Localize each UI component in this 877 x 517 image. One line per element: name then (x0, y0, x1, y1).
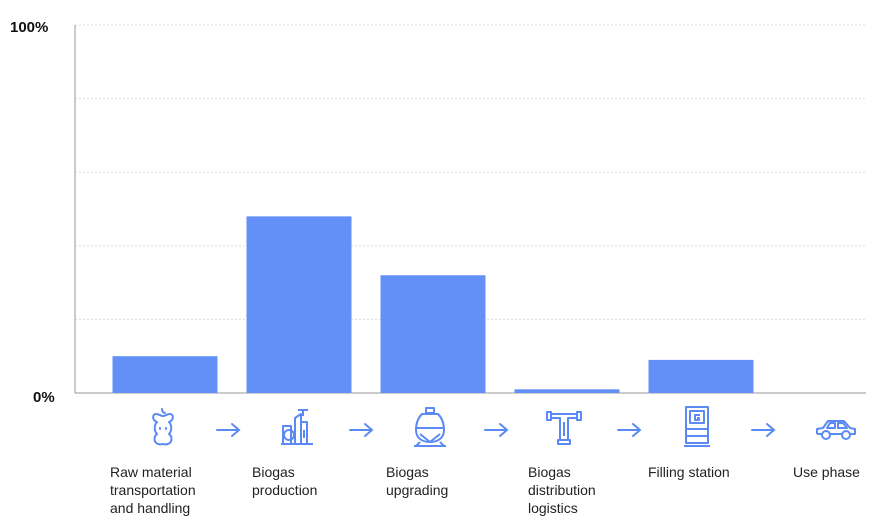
bar (380, 275, 486, 393)
bars (112, 216, 754, 393)
car-icon (816, 420, 856, 440)
bar (514, 389, 620, 393)
arrow-icon (349, 423, 374, 437)
gas-tank-icon (414, 407, 446, 447)
category-label: Biogas distribution logistics (528, 464, 596, 516)
category-label: Use phase (793, 464, 860, 480)
apple-core-icon (152, 408, 174, 446)
y-tick-label-bottom: 0% (33, 389, 55, 406)
arrow-icon (751, 423, 776, 437)
arrow-icon (216, 423, 241, 437)
fuel-pump-icon (684, 406, 710, 447)
category-label: Biogas production (252, 464, 318, 498)
factory-icon (281, 409, 313, 445)
bar (112, 356, 218, 393)
arrow-icon (617, 423, 642, 437)
bar (246, 216, 352, 393)
bar (648, 359, 754, 393)
arrow-icon (484, 423, 509, 437)
category-label: Filling station (648, 464, 730, 480)
pipeline-icon (546, 411, 582, 445)
y-tick-label-top: 100% (10, 19, 48, 36)
category-label: Biogas upgrading (386, 464, 449, 498)
category-label: Raw material transportation and handling (110, 464, 196, 516)
